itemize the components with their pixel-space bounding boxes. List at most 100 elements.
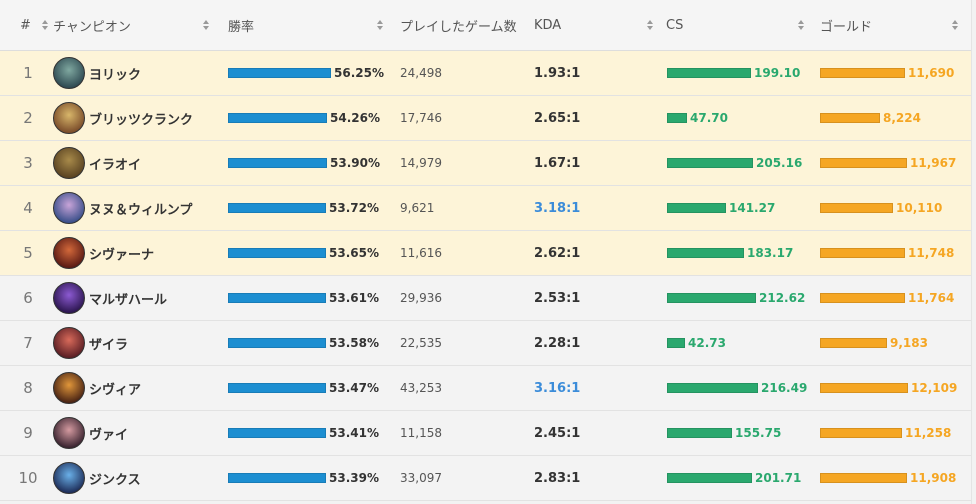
sort-kda-icon[interactable] xyxy=(647,20,653,31)
winrate-bar xyxy=(228,203,326,213)
table-row[interactable]: 7 ザイラ 53.58% 22,535 2.28:1 42.73 9,183 xyxy=(0,321,971,366)
cs-bar xyxy=(667,293,756,303)
kda-value: 2.62:1 xyxy=(534,245,581,261)
champion-portrait-icon[interactable] xyxy=(53,57,85,89)
cs-value: 205.16 xyxy=(756,156,803,170)
header-games[interactable]: プレイしたゲーム数 xyxy=(400,19,517,35)
rank-number: 3 xyxy=(23,154,33,172)
gold-bar xyxy=(820,428,902,438)
games-played: 9,621 xyxy=(400,201,435,215)
sort-winrate-icon[interactable] xyxy=(377,20,383,31)
champion-portrait-icon[interactable] xyxy=(53,282,85,314)
table-row[interactable]: 3 イラオイ 53.90% 14,979 1.67:1 205.16 11,967 xyxy=(0,141,971,186)
header-winrate[interactable]: 勝率 xyxy=(228,19,255,35)
kda-value: 2.53:1 xyxy=(534,290,581,306)
sort-gold-icon[interactable] xyxy=(952,20,958,31)
champion-portrait-icon[interactable] xyxy=(53,462,85,494)
games-played: 22,535 xyxy=(400,336,442,350)
champion-name[interactable]: ジンクス xyxy=(89,472,141,488)
gold-bar xyxy=(820,293,905,303)
gold-bar xyxy=(820,113,880,123)
gold-value: 11,967 xyxy=(910,156,957,170)
sort-champion-icon[interactable] xyxy=(203,20,209,31)
gold-value: 9,183 xyxy=(890,336,928,350)
winrate-value: 53.58% xyxy=(329,336,379,350)
rank-number: 10 xyxy=(18,469,38,487)
gold-bar xyxy=(820,248,905,258)
header-rank[interactable]: # xyxy=(20,17,31,33)
kda-value: 3.18:1 xyxy=(534,200,581,216)
table-row[interactable]: 4 ヌヌ＆ウィルンプ 53.72% 9,621 3.18:1 141.27 10,110 xyxy=(0,186,971,231)
gold-value: 12,109 xyxy=(911,381,958,395)
cs-value: 183.17 xyxy=(747,246,794,260)
header-gold[interactable]: ゴールド xyxy=(820,19,873,35)
champion-name[interactable]: ブリッツクランク xyxy=(89,112,194,128)
games-played: 29,936 xyxy=(400,291,442,305)
rank-number: 8 xyxy=(23,379,33,397)
header-champion[interactable]: チャンピオン xyxy=(53,19,131,35)
gold-value: 11,908 xyxy=(910,471,957,485)
rank-number: 7 xyxy=(23,334,33,352)
winrate-bar xyxy=(228,158,327,168)
champion-portrait-icon[interactable] xyxy=(53,192,85,224)
winrate-value: 53.47% xyxy=(329,381,379,395)
games-played: 17,746 xyxy=(400,111,442,125)
games-played: 33,097 xyxy=(400,471,442,485)
table-row[interactable]: 10 ジンクス 53.39% 33,097 2.83:1 201.71 11,908 xyxy=(0,456,971,501)
champion-name[interactable]: シヴァーナ xyxy=(89,247,155,263)
sort-rank-icon[interactable] xyxy=(42,20,48,31)
cs-bar xyxy=(667,203,726,213)
champion-name[interactable]: ヨリック xyxy=(89,67,142,83)
cs-value: 216.49 xyxy=(761,381,808,395)
kda-value: 2.45:1 xyxy=(534,425,581,441)
sort-cs-icon[interactable] xyxy=(798,20,804,31)
table-row[interactable]: 1 ヨリック 56.25% 24,498 1.93:1 199.10 11,690 xyxy=(0,51,971,96)
games-played: 11,158 xyxy=(400,426,442,440)
cs-value: 199.10 xyxy=(754,66,801,80)
gold-bar xyxy=(820,203,893,213)
cs-bar xyxy=(667,248,744,258)
champion-name[interactable]: マルザハール xyxy=(89,292,168,308)
champion-portrait-icon[interactable] xyxy=(53,237,85,269)
table-row[interactable]: 6 マルザハール 53.61% 29,936 2.53:1 212.62 11,764 xyxy=(0,276,971,321)
kda-value: 1.67:1 xyxy=(534,155,581,171)
gold-value: 10,110 xyxy=(896,201,943,215)
champion-portrait-icon[interactable] xyxy=(53,372,85,404)
games-played: 14,979 xyxy=(400,156,442,170)
header-cs[interactable]: CS xyxy=(666,17,684,33)
cs-value: 42.73 xyxy=(688,336,726,350)
kda-value: 3.16:1 xyxy=(534,380,581,396)
table-row[interactable]: 9 ヴァイ 53.41% 11,158 2.45:1 155.75 11,258 xyxy=(0,411,971,456)
gold-value: 8,224 xyxy=(883,111,921,125)
champion-name[interactable]: シヴィア xyxy=(89,382,142,398)
gold-value: 11,690 xyxy=(908,66,955,80)
kda-value: 2.28:1 xyxy=(534,335,581,351)
champion-name[interactable]: ヴァイ xyxy=(89,427,129,443)
champion-portrait-icon[interactable] xyxy=(53,102,85,134)
winrate-bar xyxy=(228,383,326,393)
winrate-value: 53.61% xyxy=(329,291,379,305)
cs-bar xyxy=(667,113,687,123)
champion-name[interactable]: ザイラ xyxy=(89,337,129,353)
cs-value: 47.70 xyxy=(690,111,728,125)
gold-value: 11,764 xyxy=(908,291,955,305)
champion-portrait-icon[interactable] xyxy=(53,327,85,359)
champion-portrait-icon[interactable] xyxy=(53,147,85,179)
cs-value: 141.27 xyxy=(729,201,776,215)
table-row[interactable]: 8 シヴィア 53.47% 43,253 3.16:1 216.49 12,109 xyxy=(0,366,971,411)
header-kda[interactable]: KDA xyxy=(534,17,562,33)
cs-bar xyxy=(667,68,751,78)
rank-number: 5 xyxy=(23,244,33,262)
table-row[interactable]: 2 ブリッツクランク 54.26% 17,746 2.65:1 47.70 8,224 xyxy=(0,96,971,141)
gold-value: 11,258 xyxy=(905,426,952,440)
winrate-bar xyxy=(228,248,326,258)
gold-bar xyxy=(820,158,907,168)
cs-value: 155.75 xyxy=(735,426,782,440)
winrate-value: 53.72% xyxy=(329,201,379,215)
champion-portrait-icon[interactable] xyxy=(53,417,85,449)
champion-name[interactable]: イラオイ xyxy=(89,157,142,173)
cs-bar xyxy=(667,428,732,438)
gold-bar xyxy=(820,338,887,348)
champion-name[interactable]: ヌヌ＆ウィルンプ xyxy=(89,202,193,218)
table-row[interactable]: 5 シヴァーナ 53.65% 11,616 2.62:1 183.17 11,748 xyxy=(0,231,971,276)
